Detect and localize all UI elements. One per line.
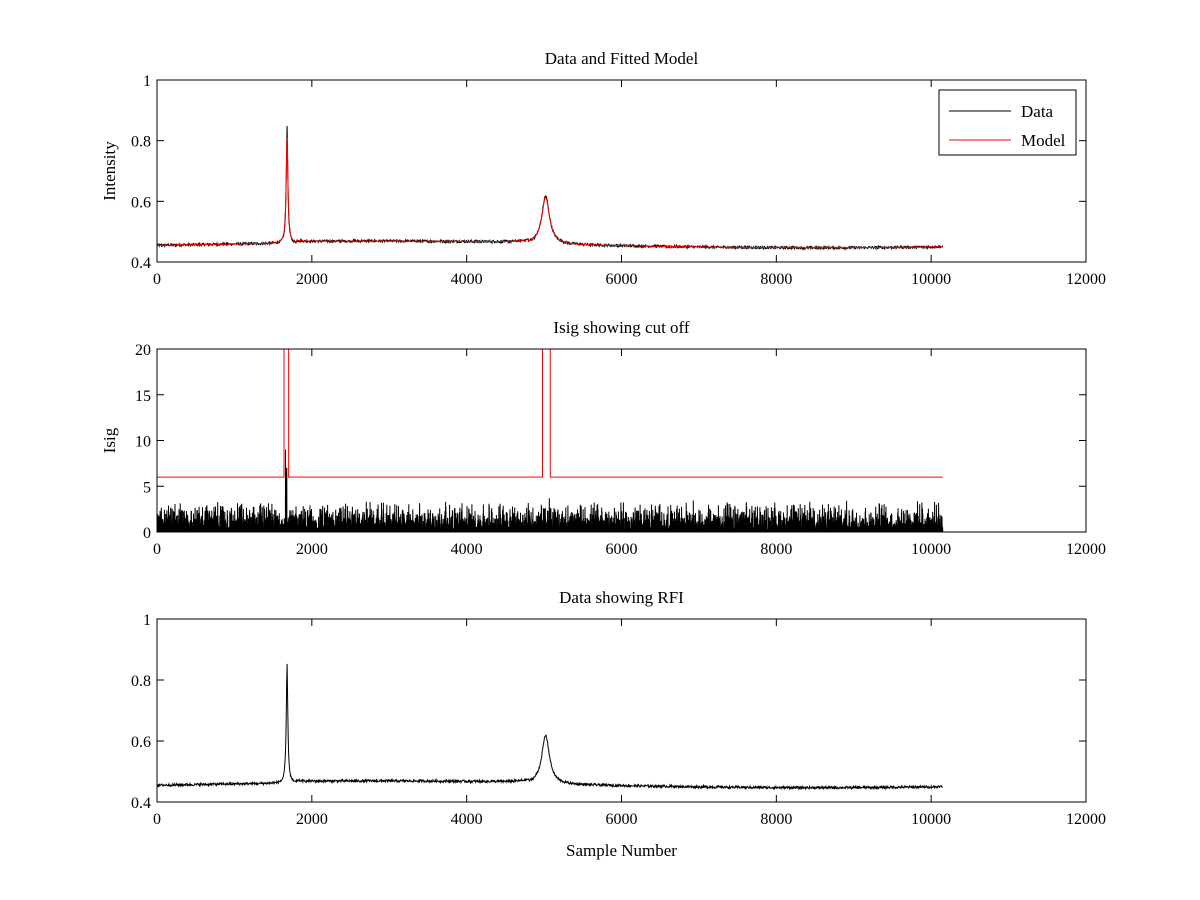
- y-tick-label: 1: [143, 612, 151, 629]
- y-tick-label: 1: [143, 73, 151, 90]
- y-tick-label: 0.4: [131, 795, 151, 812]
- legend-label-data: Data: [1021, 102, 1054, 121]
- x-tick-label: 6000: [606, 541, 638, 558]
- x-tick-label: 4000: [451, 271, 483, 288]
- x-tick-label: 2000: [296, 541, 328, 558]
- chart-title: Data and Fitted Model: [545, 49, 699, 68]
- x-tick-label: 0: [153, 811, 161, 828]
- x-tick-label: 10000: [911, 271, 951, 288]
- chart-panel-3: 0 2000 4000 6000 8000 10000 12000 0.4 0.6 0.8 1 Dat…: [131, 588, 1106, 860]
- series-line-cut-off: [157, 349, 943, 478]
- chart-panel-1: 0 2000 4000 6000 8000 10000 12000 0.4 0.6 0.8 1 Dat…: [100, 49, 1106, 288]
- x-tick-label: 10000: [911, 811, 951, 828]
- chart-title: Data showing RFI: [559, 588, 684, 607]
- x-tick-label: 10000: [911, 541, 951, 558]
- series-line-data: [157, 125, 944, 251]
- y-tick-label: 0.6: [131, 194, 151, 211]
- x-tick-label: 2000: [296, 271, 328, 288]
- x-tick-label: 12000: [1066, 811, 1106, 828]
- x-tick-label: 6000: [606, 811, 638, 828]
- x-tick-label: 8000: [760, 541, 792, 558]
- legend: Data Model: [938, 89, 1077, 156]
- y-tick-label: 0.4: [131, 255, 151, 272]
- series-line-data: [157, 663, 943, 791]
- x-tick-label: 8000: [760, 271, 792, 288]
- x-axis-label: Sample Number: [566, 841, 677, 860]
- y-tick-label: 0.8: [131, 673, 151, 690]
- axes-frame: [156, 348, 1087, 533]
- y-tick-label: 5: [143, 479, 151, 496]
- x-tick-label: 4000: [451, 811, 483, 828]
- x-tick-label: 6000: [606, 271, 638, 288]
- y-tick-label: 10: [135, 434, 151, 451]
- x-tick-label: 8000: [760, 811, 792, 828]
- y-axis-label: Isig: [100, 427, 119, 453]
- x-tick-label: 2000: [296, 811, 328, 828]
- legend-label-model: Model: [1021, 131, 1066, 150]
- x-tick-label: 0: [153, 541, 161, 558]
- legend-box: [938, 89, 1077, 156]
- chart-title: Isig showing cut off: [553, 318, 689, 337]
- y-tick-label: 20: [135, 342, 151, 359]
- y-tick-label: 0: [143, 525, 151, 542]
- y-tick-label: 0.8: [131, 134, 151, 151]
- chart-panel-2: 0 2000 4000 6000 8000 10000 12000 0 5 10 15 20 Isig …: [100, 318, 1106, 558]
- x-tick-label: 12000: [1066, 271, 1106, 288]
- x-tick-label: 12000: [1066, 541, 1106, 558]
- y-tick-label: 0.6: [131, 734, 151, 751]
- x-tick-label: 4000: [451, 541, 483, 558]
- y-tick-label: 15: [135, 388, 151, 405]
- y-axis-label: Intensity: [100, 141, 119, 201]
- axes-frame: [156, 618, 1087, 803]
- series-line-model: [157, 137, 943, 249]
- x-tick-label: 0: [153, 271, 161, 288]
- series-line-isig: [157, 449, 944, 532]
